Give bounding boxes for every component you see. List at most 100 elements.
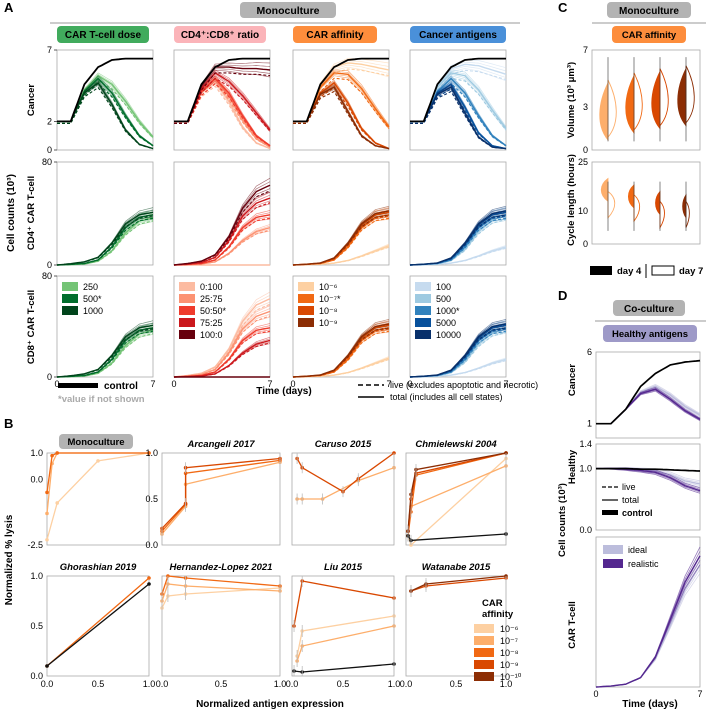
x-tick-label: 0.0 (400, 679, 413, 689)
control-label: control (104, 381, 138, 392)
x-tick-label: 7 (697, 689, 702, 699)
volume-tick: 3 (583, 102, 588, 112)
subplot-frame (595, 351, 701, 439)
y-tick-label: 1.0 (30, 571, 43, 581)
day7-label: day 7 (679, 266, 703, 277)
subplot-title: Chmielewski 2004 (415, 439, 497, 450)
series-line-live (56, 217, 154, 266)
control-label: control (622, 508, 653, 518)
control-line (57, 57, 153, 123)
lysis-point (45, 664, 49, 668)
lysis-point (147, 582, 151, 586)
legend-swatch (62, 294, 78, 303)
x-tick-label: 1.0 (388, 679, 401, 689)
x-tick-label: 0 (290, 379, 295, 389)
subplot-0-2 (292, 49, 390, 151)
coculture-legend-label: ideal (628, 545, 647, 555)
col-tag-antigens (410, 26, 506, 43)
legend-swatch (415, 330, 431, 339)
panel-a-letter: A (4, 0, 14, 15)
series-line-live (410, 90, 507, 150)
panel-a-x-axis-title: Time (days) (256, 386, 311, 397)
x-tick-label: 0 (593, 689, 598, 699)
subplot-frame (56, 275, 154, 378)
subplot-title: Hernandez-Lopez 2021 (170, 562, 273, 573)
coculture-subplot-healthy (595, 443, 701, 531)
lysis-subplot-4: Ghorashian 2019 0.0 0.5 1.0 0.0 0.5 1.0 (30, 562, 155, 689)
y-tick-label: 0.5 (30, 621, 43, 631)
day7-swatch (651, 265, 675, 276)
cycle-axis-label: Cycle length (hours) (566, 154, 577, 246)
x-tick-label: 7 (267, 379, 272, 389)
lysis-subplot-1: Arcangeli 2017 0.0 0.5 1.0 (145, 439, 282, 550)
y-tick-label: 80 (42, 271, 52, 281)
panel-a-row-label-cd4: CD4⁺ CAR T-cell (26, 176, 37, 250)
healthy-tick: 0.0 (579, 525, 592, 535)
default-note: *value if not shown (58, 394, 145, 405)
col-label-dose: CAR T-cell dose (65, 30, 142, 41)
legend-label: 0:100 (200, 282, 223, 292)
subplot-frame (291, 575, 395, 677)
subplot-title: Caruso 2015 (315, 439, 372, 450)
control-line (293, 57, 389, 123)
legend-swatch (179, 306, 195, 315)
subplot-1-2 (292, 161, 390, 266)
legend-swatch (415, 306, 431, 315)
panel-d-row-cart: CAR T-cell (567, 601, 578, 649)
legend-swatch (179, 318, 195, 327)
lysis-series (161, 575, 281, 595)
affinity-legend: CAR affinity 10⁻⁶ 10⁻⁷ 10⁻⁸ 10⁻⁹ 10⁻¹⁰ (474, 598, 522, 682)
legend-swatch (62, 306, 78, 315)
y-tick-label: -2.5 (27, 540, 43, 550)
x-tick-label: 0.5 (215, 679, 228, 689)
y-tick-label: 7 (47, 45, 52, 55)
y-tick-label: 1.0 (145, 448, 158, 458)
series-line-live (292, 327, 390, 378)
subplot-frame (46, 452, 150, 546)
y-tick-label: 0.0 (30, 671, 43, 681)
legend-label: 250 (83, 282, 98, 292)
x-tick-label: 1.0 (143, 679, 156, 689)
series-line-live (410, 82, 507, 147)
panel-d: D Co-culture Healthy antigens Cancer Hea… (557, 288, 706, 710)
lysis-subplot-2: Caruso 2015 (291, 439, 396, 546)
lysis-series (161, 587, 281, 609)
legend-swatch (179, 282, 195, 291)
col-label-antigens: Cancer antigens (419, 30, 497, 41)
col-label-ratio: CD4⁺:CD8⁺ ratio (181, 30, 259, 41)
panel-b-x-axis-title: Normalized antigen expression (196, 699, 344, 710)
volume-tick: 7 (583, 45, 588, 55)
y-tick-label: 0 (47, 372, 52, 382)
series-line-live (409, 327, 507, 378)
x-tick-label: 0.0 (286, 679, 299, 689)
legend-swatch (415, 294, 431, 303)
subplot-0-0: 0 2 7 (47, 45, 154, 155)
lysis-series (46, 452, 149, 493)
subplot-2-0: 0 80 0 7 (42, 271, 156, 389)
affinity-label: 10⁻⁸ (500, 648, 519, 658)
legend-swatch (179, 294, 195, 303)
subplot-1-1 (173, 161, 271, 266)
panel-a-y-axis-title: Cell counts (10³) (6, 174, 17, 252)
legend-swatch (62, 282, 78, 291)
volume-tick: 0 (583, 145, 588, 155)
x-tick-label: 0.5 (337, 679, 350, 689)
panel-a-header: Monoculture (257, 5, 320, 17)
lysis-series (407, 452, 507, 532)
subplot-frame (405, 452, 507, 546)
lysis-series (46, 583, 150, 667)
series-line-live (174, 82, 271, 147)
legend-label: 5000 (436, 318, 456, 328)
x-tick-label: 0 (407, 379, 412, 389)
panel-c-header-tag (607, 2, 691, 18)
lysis-subplot-6: Liu 2015 0.0 0.5 1.0 (286, 562, 401, 689)
legend-label: 500 (436, 294, 451, 304)
subplot-0-3 (409, 49, 507, 151)
affinity-label: 10⁻¹⁰ (500, 672, 522, 682)
series-line-live (57, 86, 154, 150)
